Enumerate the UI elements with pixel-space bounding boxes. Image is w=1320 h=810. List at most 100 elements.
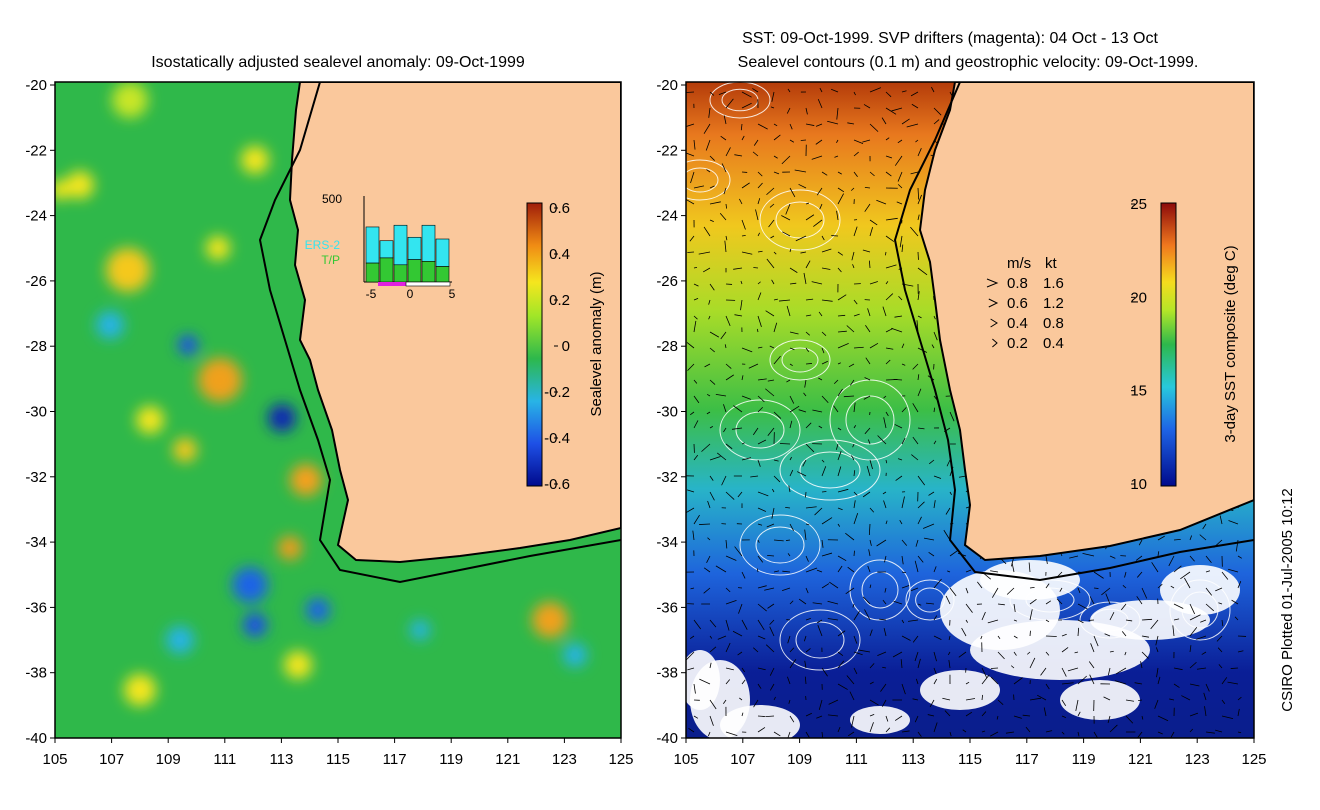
velocity-vector (803, 635, 807, 642)
sla-colorbar: 0.6 0.4 0.2 0 -0.2 -0.4 -0.6 Sealevel anomaly … (526, 200, 605, 493)
velocity-vector (787, 88, 791, 93)
y-tick-label: -40 (656, 730, 678, 747)
velocity-vector (821, 667, 828, 677)
velocity-vector (928, 552, 935, 557)
velocity-vector (789, 523, 794, 531)
anomaly-blob (278, 536, 302, 560)
velocity-vector (947, 651, 951, 656)
velocity-vector (753, 139, 759, 146)
velocity-vector (901, 363, 906, 366)
velocity-vector (725, 147, 731, 157)
velocity-vector (884, 555, 887, 563)
anomaly-blob (241, 146, 269, 174)
ers2-bar (393, 224, 408, 266)
velocity-vector (852, 443, 855, 448)
velocity-vector (858, 649, 871, 653)
velocity-vector (899, 519, 903, 525)
velocity-vector (789, 469, 794, 477)
velocity-vector (883, 395, 887, 399)
velocity-vector (876, 199, 887, 205)
velocity-vector (767, 379, 775, 382)
velocity-vector (821, 331, 827, 336)
velocity-vector (708, 315, 711, 320)
velocity-vector (1109, 650, 1114, 653)
velocity-vector (757, 539, 760, 543)
velocity-vector (933, 407, 936, 413)
velocity-vector (933, 475, 942, 479)
velocity-vector (768, 219, 775, 228)
sealevel-contour (1169, 579, 1231, 641)
velocity-vector (885, 727, 891, 733)
velocity-vector (894, 424, 903, 429)
velocity-vector (851, 715, 855, 728)
velocity-vector (877, 435, 887, 445)
velocity-vector (1227, 568, 1239, 573)
velocity-vector (1013, 651, 1017, 656)
velocity-vector (771, 91, 775, 102)
velocity-vector (869, 87, 882, 93)
y-tick-label: -28 (656, 338, 678, 355)
velocity-vector (821, 360, 829, 365)
velocity-vector (789, 282, 797, 285)
data-window-bar (405, 281, 451, 287)
velocity-vector (869, 663, 875, 669)
velocity-vector (1138, 699, 1143, 702)
velocity-vector (703, 123, 711, 134)
velocity-vector (837, 488, 849, 493)
y-tick-label: -20 (25, 77, 47, 94)
velocity-vector (757, 378, 767, 381)
velocity-vector (1141, 651, 1149, 659)
velocity-vector (1189, 627, 1198, 637)
sst-colorbar-ticks: 25 20 15 10 (1130, 196, 1147, 493)
velocity-vector (1061, 682, 1074, 685)
colorbar-tick-label: 25 (1130, 196, 1147, 213)
velocity-vector (750, 475, 759, 478)
velocity-vector (805, 107, 808, 115)
velocity-vector (707, 537, 711, 541)
velocity-vector (703, 226, 711, 237)
right-y-axis: -20 -22 -24 -26 -28 -30 -32 -34 -36 -38 -40 (656, 77, 686, 747)
velocity-vector (911, 454, 919, 461)
velocity-vector (770, 106, 775, 109)
inset-xtick-neg5: -5 (366, 287, 377, 301)
velocity-vector (755, 209, 759, 221)
velocity-vector (706, 169, 711, 173)
velocity-vector (965, 619, 968, 623)
velocity-vector (757, 667, 766, 671)
sst-map (686, 82, 1254, 738)
velocity-vector (882, 599, 887, 605)
velocity-vector (876, 539, 887, 547)
velocity-vector (1101, 587, 1111, 596)
velocity-vector (917, 291, 920, 301)
velocity-vector (725, 491, 735, 500)
velocity-vector (706, 555, 711, 563)
velocity-vector (912, 635, 919, 643)
velocity-vector (885, 715, 889, 722)
velocity-vector (687, 363, 695, 371)
velocity-vector (795, 235, 807, 242)
velocity-vector (869, 722, 874, 733)
velocity-vector (1218, 602, 1223, 605)
cloud-patch (850, 706, 910, 734)
velocity-vector (837, 660, 845, 669)
velocity-vector (1237, 696, 1242, 701)
velocity-vector (1067, 667, 1079, 672)
velocity-vector (1105, 593, 1111, 605)
velocity-vector (1189, 712, 1199, 717)
velocity-vector (693, 320, 697, 333)
velocity-vector (800, 139, 807, 141)
velocity-vector (723, 427, 727, 433)
velocity-vector (778, 299, 791, 302)
velocity-vector (693, 298, 699, 301)
velocity-vector (789, 395, 795, 404)
sealevel-contour (759, 189, 841, 251)
velocity-vector (794, 169, 807, 173)
velocity-vector (1173, 683, 1180, 688)
velocity-vector (765, 715, 775, 718)
velocity-vector (1093, 571, 1104, 579)
velocity-vector (702, 267, 711, 273)
velocity-vector (805, 587, 809, 594)
velocity-vector (805, 523, 810, 526)
velocity-vector (949, 550, 958, 557)
velocity-vector (757, 507, 767, 512)
